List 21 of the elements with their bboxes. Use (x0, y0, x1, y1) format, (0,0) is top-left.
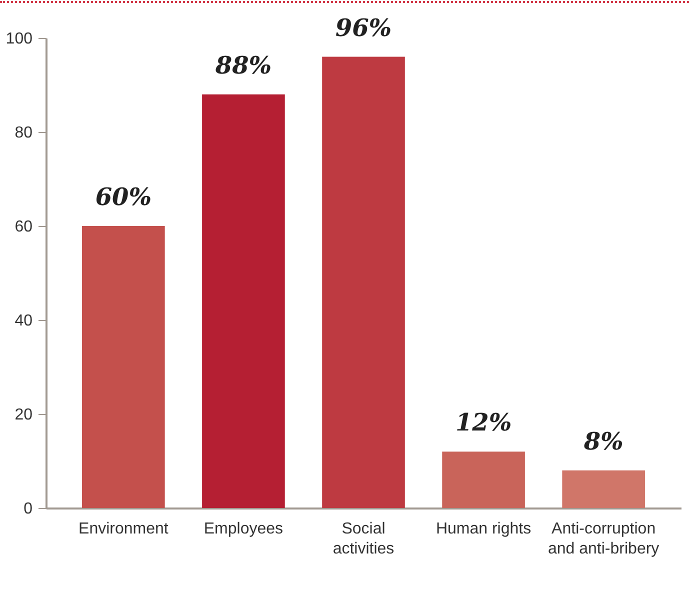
x-tick-label: Employees (204, 520, 284, 538)
x-tick-label: Human rights (436, 520, 532, 538)
data-label: 60% (95, 182, 152, 211)
x-tick-label: Anti-corruption and anti-bribery (548, 520, 660, 558)
y-tick-label: 80 (14, 124, 33, 142)
y-tick-label: 0 (24, 500, 33, 518)
data-label: 12% (455, 408, 512, 437)
data-label: 96% (335, 12, 392, 42)
y-tick-label: 40 (14, 312, 33, 330)
x-tick-label: Social activities (332, 520, 394, 558)
bar (562, 470, 645, 508)
x-tick-label: Environment (78, 520, 169, 538)
data-label: 88% (214, 50, 272, 80)
bar (322, 56, 405, 508)
bar (82, 226, 165, 508)
y-tick-label: 60 (14, 218, 33, 236)
data-label: 8% (582, 426, 624, 456)
y-tick-label: 20 (14, 406, 33, 424)
bar (442, 452, 525, 508)
y-tick-label: 100 (6, 30, 33, 48)
bar (202, 94, 285, 508)
